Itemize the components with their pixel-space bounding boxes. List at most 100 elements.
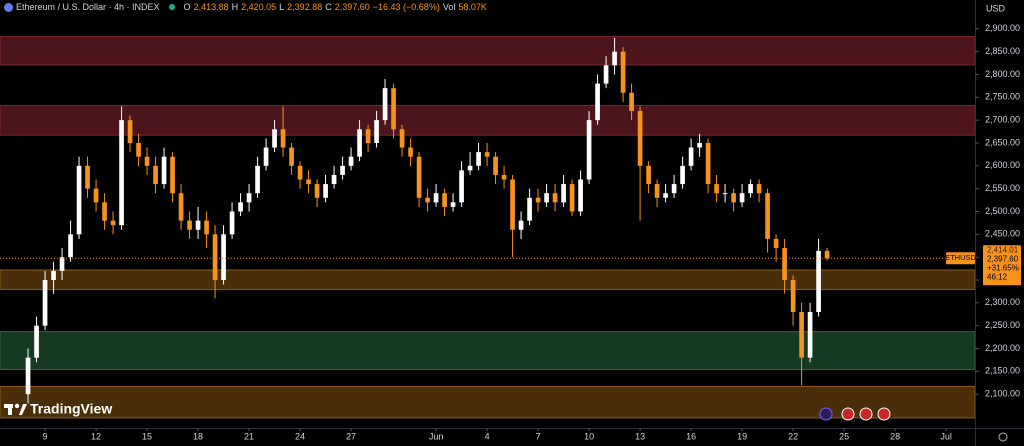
candle-body: [731, 193, 736, 203]
candle-body: [25, 357, 31, 395]
y-tick-label: 2,300.00: [985, 297, 1020, 307]
low-value: 2,392.88: [287, 2, 323, 12]
event-icon[interactable]: [841, 407, 855, 421]
y-tick-label: 2,700.00: [985, 115, 1020, 125]
close-value: 2,397.60: [334, 2, 370, 12]
x-tick-label: 21: [244, 431, 254, 441]
candle-body: [306, 179, 311, 185]
candle-body: [85, 165, 90, 189]
logo-part: [19, 404, 27, 415]
high-value: 2,420.05: [241, 2, 277, 12]
y-tick-label: 2,600.00: [985, 160, 1020, 170]
candle-body: [416, 156, 422, 198]
low-label: L: [279, 2, 285, 12]
candle-body: [221, 234, 226, 281]
event-icon[interactable]: [819, 407, 833, 421]
x-tick-label: 13: [635, 431, 645, 441]
x-tick-label: 9: [43, 431, 48, 441]
candle-body: [629, 92, 634, 111]
y-tick-label: 2,450.00: [985, 229, 1020, 239]
x-tick-label: 25: [839, 431, 849, 441]
candle-body: [782, 248, 787, 281]
event-icon[interactable]: [859, 407, 873, 421]
candle-body: [119, 120, 124, 226]
candle-body: [595, 83, 600, 121]
x-tick-label: Jun: [429, 431, 444, 441]
candle-body: [263, 147, 269, 166]
candle-body: [705, 142, 711, 185]
price-zone: [0, 385, 976, 419]
brand: TradingView: [30, 401, 112, 417]
candle-body: [59, 257, 65, 271]
candle-body: [714, 184, 719, 194]
candle-body: [433, 193, 439, 203]
candle-body: [535, 197, 541, 203]
candle-body: [493, 156, 498, 175]
event-icons: [819, 407, 891, 421]
settings-icon[interactable]: [998, 432, 1008, 442]
candle-body: [408, 147, 413, 157]
x-tick-label: 7: [536, 431, 541, 441]
x-tick-label: 19: [737, 431, 747, 441]
price-tag-top: 2,414.01: [987, 245, 1019, 254]
candle-body: [255, 165, 260, 194]
candle-body: [620, 51, 626, 93]
candle-body: [144, 156, 150, 166]
candle-body: [102, 202, 107, 221]
candle-body: [348, 156, 354, 166]
x-tick-label: Jul: [940, 431, 952, 441]
price-tag-price: 2,397.60: [987, 254, 1019, 263]
y-tick-label: 2,850.00: [985, 46, 1020, 56]
change-value: −16.43 (−0.68%): [372, 2, 440, 12]
price-tag-change: +31.65%: [987, 263, 1019, 272]
candle-body: [314, 184, 320, 198]
high-label: H: [231, 2, 239, 12]
y-tick-label: 2,550.00: [985, 183, 1020, 193]
x-tick-label: 4: [485, 431, 490, 441]
y-tick-label: 2,800.00: [985, 69, 1020, 79]
x-tick-label: 28: [890, 431, 900, 441]
legend-header: Ethereum / U.S. Dollar · 4h · INDEX O 2,4…: [4, 2, 487, 12]
candle-body: [136, 142, 141, 157]
candle-body: [510, 179, 515, 230]
candle-body: [697, 142, 702, 148]
y-tick-label: 2,250.00: [985, 320, 1020, 330]
candle-body: [399, 129, 405, 148]
candle-body: [569, 184, 575, 212]
y-tick-label: 2,900.00: [985, 23, 1020, 33]
candle-body: [824, 250, 830, 259]
candle-body: [76, 165, 82, 235]
price-tag-box: [983, 245, 1021, 286]
candle-body: [544, 193, 549, 203]
close-label: C: [325, 2, 332, 12]
candle-body: [552, 193, 558, 203]
event-icon[interactable]: [877, 407, 891, 421]
x-tick-label: 16: [686, 431, 696, 441]
candle-body: [688, 147, 694, 166]
candle-body: [93, 188, 99, 203]
candle-body: [110, 220, 116, 226]
x-tick-label: 15: [142, 431, 152, 441]
candle-body: [654, 184, 660, 198]
symbol-icon: [4, 2, 13, 12]
price-zone: [0, 269, 976, 291]
candle-body: [459, 170, 464, 203]
symbol-tag: ETHUSD: [945, 253, 976, 262]
y-tick-label: 2,100.00: [985, 389, 1020, 399]
candle-body: [280, 129, 286, 148]
logo-part: [14, 403, 20, 409]
candle-body: [178, 193, 184, 221]
candle-body: [722, 193, 728, 195]
brand-logo: [4, 403, 27, 415]
candle-body: [773, 238, 779, 249]
volume-value: 58.07K: [458, 2, 487, 12]
symbol-title: Ethereum / U.S. Dollar · 4h · INDEX: [16, 2, 160, 12]
candle-body: [603, 65, 609, 84]
open-label: O: [183, 2, 191, 12]
candle-body: [807, 311, 813, 358]
currency: USD: [986, 3, 1006, 13]
candle-body: [246, 193, 252, 203]
candle-body: [790, 280, 796, 312]
